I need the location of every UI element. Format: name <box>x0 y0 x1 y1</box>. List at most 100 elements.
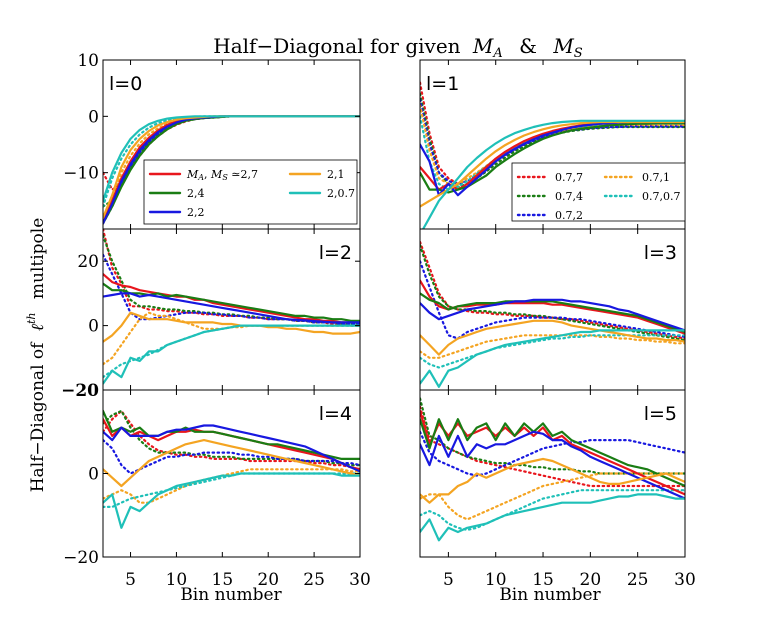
x-tick-label: 10 <box>166 570 188 590</box>
legend-left-entry-label: 2,2 <box>187 206 205 219</box>
legend-left-entry-label: 2,1 <box>327 168 345 181</box>
panel-l1: l=1 <box>419 59 686 230</box>
panels-group: 10 0 −10 l=0 l=1 20 0 −20 l=2 l=3 5 10 15 20 25 30 0 −20 l… <box>61 51 696 590</box>
y-tick-label: −20 <box>61 381 99 401</box>
panel-label: l=5 <box>644 403 677 425</box>
x-tick-label: 5 <box>443 570 454 590</box>
x-tick-label: 15 <box>212 570 234 590</box>
legend-label-sep: , <box>204 168 211 181</box>
y-axis-label-sup: th <box>25 313 38 325</box>
x-tick-label: 10 <box>485 570 507 590</box>
series-line-2-4-solid <box>420 292 685 334</box>
y-tick-label: −10 <box>63 164 99 184</box>
series-line-2-0-7-solid <box>420 493 685 542</box>
panel-series-group <box>420 81 685 229</box>
x-tick-label: 30 <box>349 570 371 590</box>
y-axis-label: Half−Diagonal of ℓth multipole <box>20 218 48 493</box>
panel-series-group <box>420 397 685 542</box>
legend-right: 0.7,7 0.7,1 0.7,4 0.7,0.7 0.7,2 <box>511 162 686 222</box>
panel-l3: l=3 <box>419 228 686 391</box>
series-line-2-0-7-solid <box>103 324 360 385</box>
chart-title-amp: & <box>519 34 537 58</box>
series-line-0-7-0-7-dotted <box>420 334 685 369</box>
series-line-0-7-7-dotted <box>103 409 360 471</box>
series-line-2-0-7-solid <box>103 115 360 202</box>
legend-right-entry-label: 0.7,7 <box>555 171 583 184</box>
panel-l2: 20 0 −20 l=2 <box>61 228 361 401</box>
series-line-2-2-solid <box>103 424 360 473</box>
panel-series-group <box>103 409 360 529</box>
y-tick-label: 10 <box>77 51 99 71</box>
panel-label: l=1 <box>426 73 459 95</box>
series-line-2-1-solid <box>420 120 685 208</box>
series-line-0-7-0-7-dotted <box>103 472 360 508</box>
series-line-2-2-solid <box>103 292 360 324</box>
x-tick-label: 20 <box>580 570 602 590</box>
series-line-2-4-solid <box>420 121 685 194</box>
chart-title-sub-s: S <box>574 46 583 61</box>
series-line-0-7-7-dotted <box>420 405 685 488</box>
series-line-2-1-solid <box>420 457 685 504</box>
y-tick-label: 0 <box>88 317 99 337</box>
panel-l0: 10 0 −10 l=0 <box>63 51 361 230</box>
chart-title-m2: M <box>552 34 574 58</box>
panel-label: l=2 <box>319 242 352 264</box>
series-line-2-0-7-solid <box>420 329 685 388</box>
legend-left: MA, MS ≃2,7 2,12,4 2,0.72,2 <box>143 159 358 225</box>
y-axis-label-pre: Half−Diagonal of <box>28 341 48 492</box>
legend-right-entry-label: 0.7,1 <box>642 171 670 184</box>
series-line-2-1-solid <box>420 319 685 356</box>
series-line-0-7-1-dotted <box>420 334 685 359</box>
panel-label: l=4 <box>319 403 352 425</box>
x-axis-label-left: Bin number <box>180 585 282 605</box>
legend-right-entry-label: 0.7,2 <box>555 209 583 222</box>
series-line-2-4-solid <box>420 418 685 488</box>
legend-left-entry-label: 2,4 <box>187 187 205 200</box>
legend-label-sub: A <box>197 173 204 182</box>
series-line-2-1-solid <box>103 439 360 488</box>
panel-label: l=0 <box>109 73 142 95</box>
y-axis-label-ell: ℓ <box>28 324 48 331</box>
x-tick-label: 15 <box>532 570 554 590</box>
chart-title-sub-a: A <box>492 46 502 61</box>
x-tick-label: 20 <box>257 570 279 590</box>
legend-right-frame <box>511 162 686 222</box>
legend-label-end: ≃2,7 <box>228 168 258 181</box>
x-tick-label: 25 <box>303 570 325 590</box>
x-tick-label: 25 <box>627 570 649 590</box>
chart-title-text: Half−Diagonal for given <box>213 34 460 58</box>
y-axis-label-post: multipole <box>28 218 48 299</box>
y-tick-label: 20 <box>77 252 99 272</box>
legends-group: MA, MS ≃2,7 2,12,4 2,0.72,20.7,7 0.7,10.7,4… <box>143 159 686 225</box>
y-tick-label: 0 <box>88 465 99 485</box>
panel-label: l=3 <box>644 242 677 264</box>
legend-label-sub: S <box>222 173 228 182</box>
legend-label-m: M <box>210 168 223 181</box>
panel-l4: 5 10 15 20 25 30 0 −20 l=4 <box>63 389 371 590</box>
series-line-2-2-solid <box>420 298 685 332</box>
chart-title: Half−Diagonal for given MA & MS <box>213 34 583 62</box>
series-line-0-7-1-dotted <box>103 468 360 504</box>
series-line-2-7-solid <box>103 273 360 324</box>
series-line-0-7-0-7-dotted <box>103 115 360 208</box>
x-axis-label-right: Bin number <box>499 585 601 605</box>
series-line-2-4-solid <box>103 409 360 460</box>
y-tick-label: −20 <box>63 548 99 568</box>
chart-title-m1: M <box>472 34 494 58</box>
legend-right-entry-label: 0.7,4 <box>555 190 583 203</box>
panel-frame <box>419 389 686 558</box>
panel-series-group <box>420 240 685 388</box>
series-line-2-0-7-solid <box>421 119 685 229</box>
series-line-0-7-2-dotted <box>103 439 360 475</box>
panel-l5: 5 10 15 20 25 30 l=5 <box>419 389 696 590</box>
legend-label-m: M <box>186 168 199 181</box>
panel-series-group <box>103 229 360 385</box>
series-line-0-7-2-dotted <box>420 430 685 477</box>
panel-series-group <box>103 115 360 225</box>
series-line-0-7-1-dotted <box>420 472 685 521</box>
series-line-2-1-solid <box>103 311 360 343</box>
y-tick-label: 0 <box>88 107 99 127</box>
legend-right-entry-label: 0.7,0.7 <box>642 190 680 203</box>
x-tick-label: 5 <box>125 570 136 590</box>
